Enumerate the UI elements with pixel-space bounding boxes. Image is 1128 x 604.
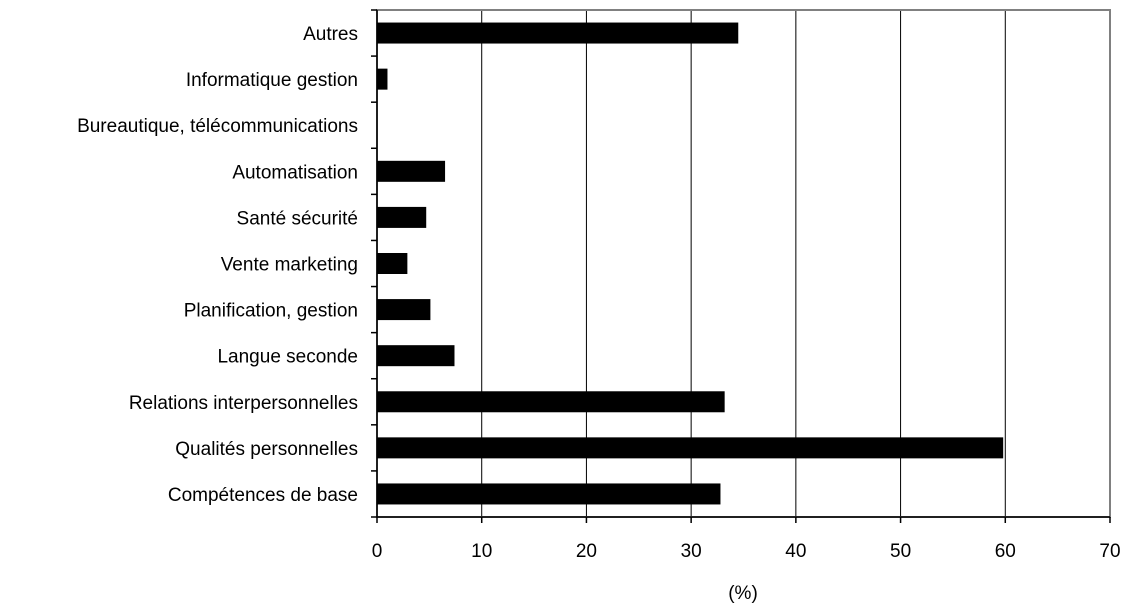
bar <box>377 345 455 367</box>
bar <box>377 437 1004 459</box>
x-tick-label: 60 <box>995 541 1016 562</box>
bars <box>377 22 1004 505</box>
category-label: Bureautique, télécommunications <box>77 116 358 137</box>
category-label: Automatisation <box>232 162 358 183</box>
category-label: Compétences de base <box>168 485 358 506</box>
category-label: Vente marketing <box>221 255 358 276</box>
category-label: Relations interpersonnelles <box>129 393 358 414</box>
x-tick-labels: 0 10 20 30 40 50 60 70 <box>372 541 1121 562</box>
axes <box>371 9 1111 523</box>
category-label: Santé sécurité <box>237 208 358 229</box>
category-label: Langue seconde <box>217 347 358 368</box>
category-label: Informatique gestion <box>186 70 358 91</box>
x-tick-label: 20 <box>576 541 597 562</box>
x-tick-label: 30 <box>681 541 702 562</box>
category-label: Autres <box>303 24 358 45</box>
bar <box>377 253 408 274</box>
category-label: Qualités personnelles <box>175 439 358 460</box>
bar <box>377 299 431 321</box>
x-tick-label: 40 <box>785 541 806 562</box>
bar <box>377 160 446 182</box>
x-tick-label: 50 <box>890 541 911 562</box>
category-label: Planification, gestion <box>184 301 358 322</box>
gridlines <box>481 10 1006 517</box>
bar <box>377 206 427 228</box>
category-labels: Autres Informatique gestion Bureautique, t… <box>77 24 358 506</box>
x-tick-label: 0 <box>372 541 383 562</box>
bar <box>377 68 388 90</box>
bar <box>377 391 725 413</box>
x-tick-label: 10 <box>471 541 492 562</box>
bar <box>377 483 721 505</box>
x-axis-title: (%) <box>728 583 758 604</box>
x-tick-label: 70 <box>1099 541 1120 562</box>
bar <box>377 22 739 44</box>
